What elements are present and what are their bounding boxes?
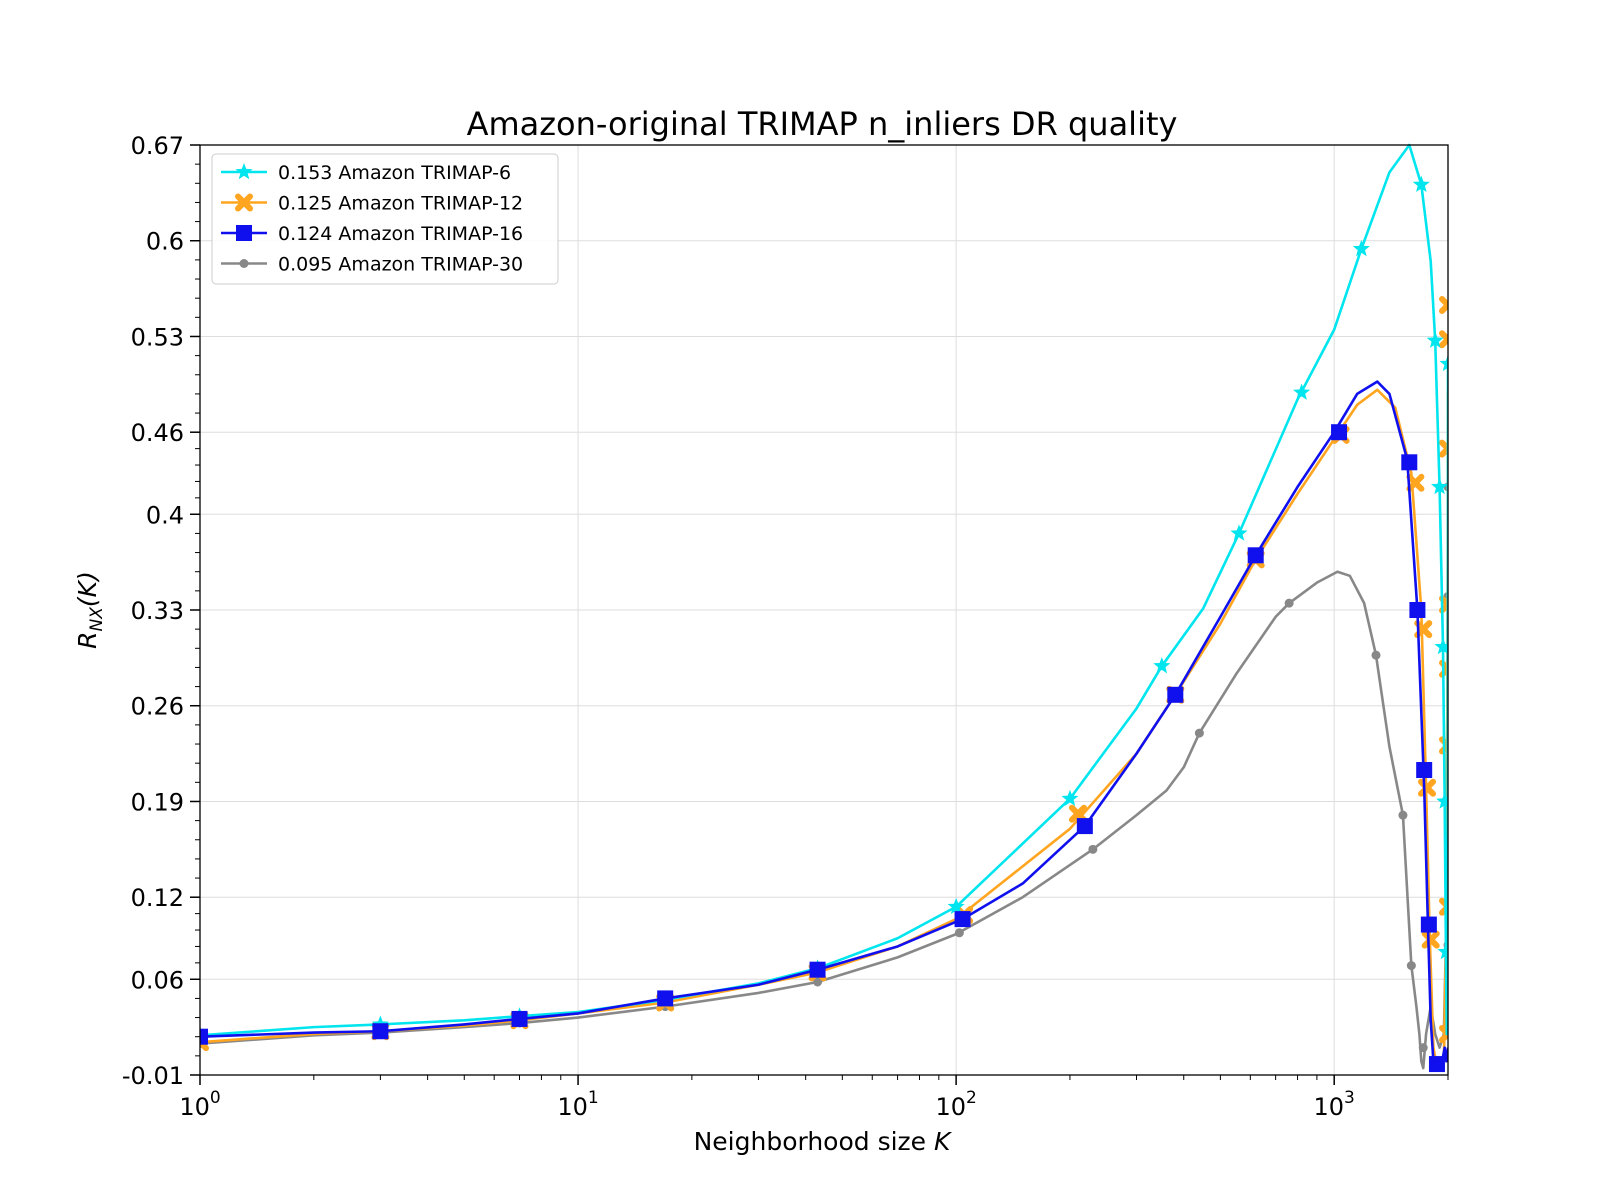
data-point-star (1153, 657, 1171, 674)
data-point-square (1428, 1056, 1445, 1073)
data-point-star (1412, 175, 1430, 192)
y-tick-label: -0.01 (122, 1062, 184, 1090)
data-point-square (511, 1010, 528, 1027)
data-point-x (1068, 804, 1087, 823)
series-2 (200, 296, 1448, 1070)
data-point-star (1436, 792, 1448, 809)
series-3 (200, 380, 1448, 1073)
y-tick-label: 0.33 (131, 597, 184, 625)
data-point-square (1401, 454, 1418, 471)
data-point-star (235, 163, 253, 180)
data-point-star (1439, 354, 1448, 372)
data-point-x (1439, 439, 1448, 458)
data-point-square (1420, 916, 1437, 933)
data-point-dot (1418, 1043, 1428, 1053)
data-point-star (947, 897, 965, 915)
data-point-square (1167, 686, 1184, 703)
data-point-x (1439, 296, 1448, 315)
data-point-square (372, 1023, 389, 1040)
data-point-x (1439, 330, 1448, 349)
y-axis-label: RNX(K) (73, 571, 107, 649)
data-point-star (1352, 239, 1370, 257)
data-point-square (1331, 424, 1348, 441)
y-tick-label: 0.19 (131, 788, 184, 816)
data-point-star (1230, 524, 1248, 541)
y-tick-label: 0.67 (131, 132, 184, 160)
data-point-dot (1406, 961, 1416, 971)
data-point-dot (1194, 728, 1204, 738)
y-tick-label: 0.6 (146, 228, 184, 256)
data-point-star (1061, 789, 1079, 807)
y-axis-label-subscript: NX (87, 607, 107, 632)
data-point-square (1076, 818, 1093, 835)
x-tick-label: 101 (557, 1088, 598, 1121)
y-axis-label-symbol: R (73, 631, 102, 648)
legend-box (211, 153, 559, 285)
legend-label: 0.153 Amazon TRIMAP-6 (278, 162, 511, 184)
data-point-star (1431, 477, 1448, 495)
minor-ticks (195, 163, 1449, 1080)
data-point-x (235, 193, 253, 212)
data-point-square (1409, 602, 1426, 618)
data-point-star (1437, 942, 1448, 960)
data-point-star (1426, 331, 1444, 348)
legend-label: 0.124 Amazon TRIMAP-16 (278, 223, 523, 245)
data-point-square (954, 911, 971, 928)
data-point-square (236, 225, 252, 241)
y-tick-label: 0.53 (131, 323, 184, 351)
y-tick-label: 0.26 (131, 693, 184, 721)
data-point-dot (1284, 598, 1294, 608)
legend-item: 0.095 Amazon TRIMAP-30 (221, 254, 523, 276)
legend-item: 0.153 Amazon TRIMAP-6 (221, 162, 511, 184)
legend-label: 0.095 Amazon TRIMAP-30 (278, 254, 523, 276)
data-point-x (1421, 930, 1440, 949)
y-axis-label-arg: (K) (73, 571, 102, 607)
y-axis-ticks: -0.01 0.06 0.12 0.19 0.26 0.33 0.4 0.46 0.53 0.6 0… (122, 132, 200, 1090)
data-point-star (1293, 383, 1311, 400)
data-point-square (1416, 762, 1433, 779)
data-point-dot (1088, 844, 1098, 854)
x-axis-ticks: 100 101 102 103 (179, 1075, 1355, 1121)
x-axis-label-text: Neighborhood size (694, 1127, 934, 1156)
series-layer (200, 143, 1448, 1073)
x-axis-label: Neighborhood size K (694, 1127, 953, 1156)
y-tick-label: 0.4 (146, 501, 184, 529)
x-tick-label: 102 (935, 1088, 976, 1121)
data-point-dot (1398, 810, 1408, 820)
data-point-star (1434, 637, 1448, 655)
data-point-dot (813, 977, 823, 987)
data-point-x (1439, 595, 1448, 614)
data-point-x (1439, 1024, 1448, 1043)
chart-title: Amazon-original TRIMAP n_inliers DR qual… (467, 105, 1178, 143)
legend-item: 0.125 Amazon TRIMAP-12 (221, 193, 523, 215)
y-tick-label: 0.46 (131, 419, 184, 447)
data-point-square (657, 990, 674, 1007)
y-tick-label: 0.12 (131, 884, 184, 912)
series-line (200, 486, 1448, 1070)
data-point-x (1439, 897, 1448, 916)
data-point-x (1406, 473, 1425, 492)
data-point-dot (239, 259, 249, 268)
legend: 0.153 Amazon TRIMAP-6 0.125 Amazon TRIMAP… (211, 153, 559, 285)
x-tick-label: 103 (1314, 1088, 1355, 1121)
y-tick-label: 0.06 (131, 966, 184, 994)
data-point-square (809, 961, 826, 978)
data-point-square (1247, 547, 1264, 564)
data-point-dot (954, 928, 964, 938)
x-axis-label-var: K (934, 1127, 953, 1156)
data-point-square (200, 1028, 208, 1045)
x-tick-label: 100 (179, 1088, 220, 1121)
data-point-dot (1371, 650, 1381, 660)
legend-label: 0.125 Amazon TRIMAP-12 (278, 193, 523, 215)
legend-item: 0.124 Amazon TRIMAP-16 (221, 223, 523, 245)
